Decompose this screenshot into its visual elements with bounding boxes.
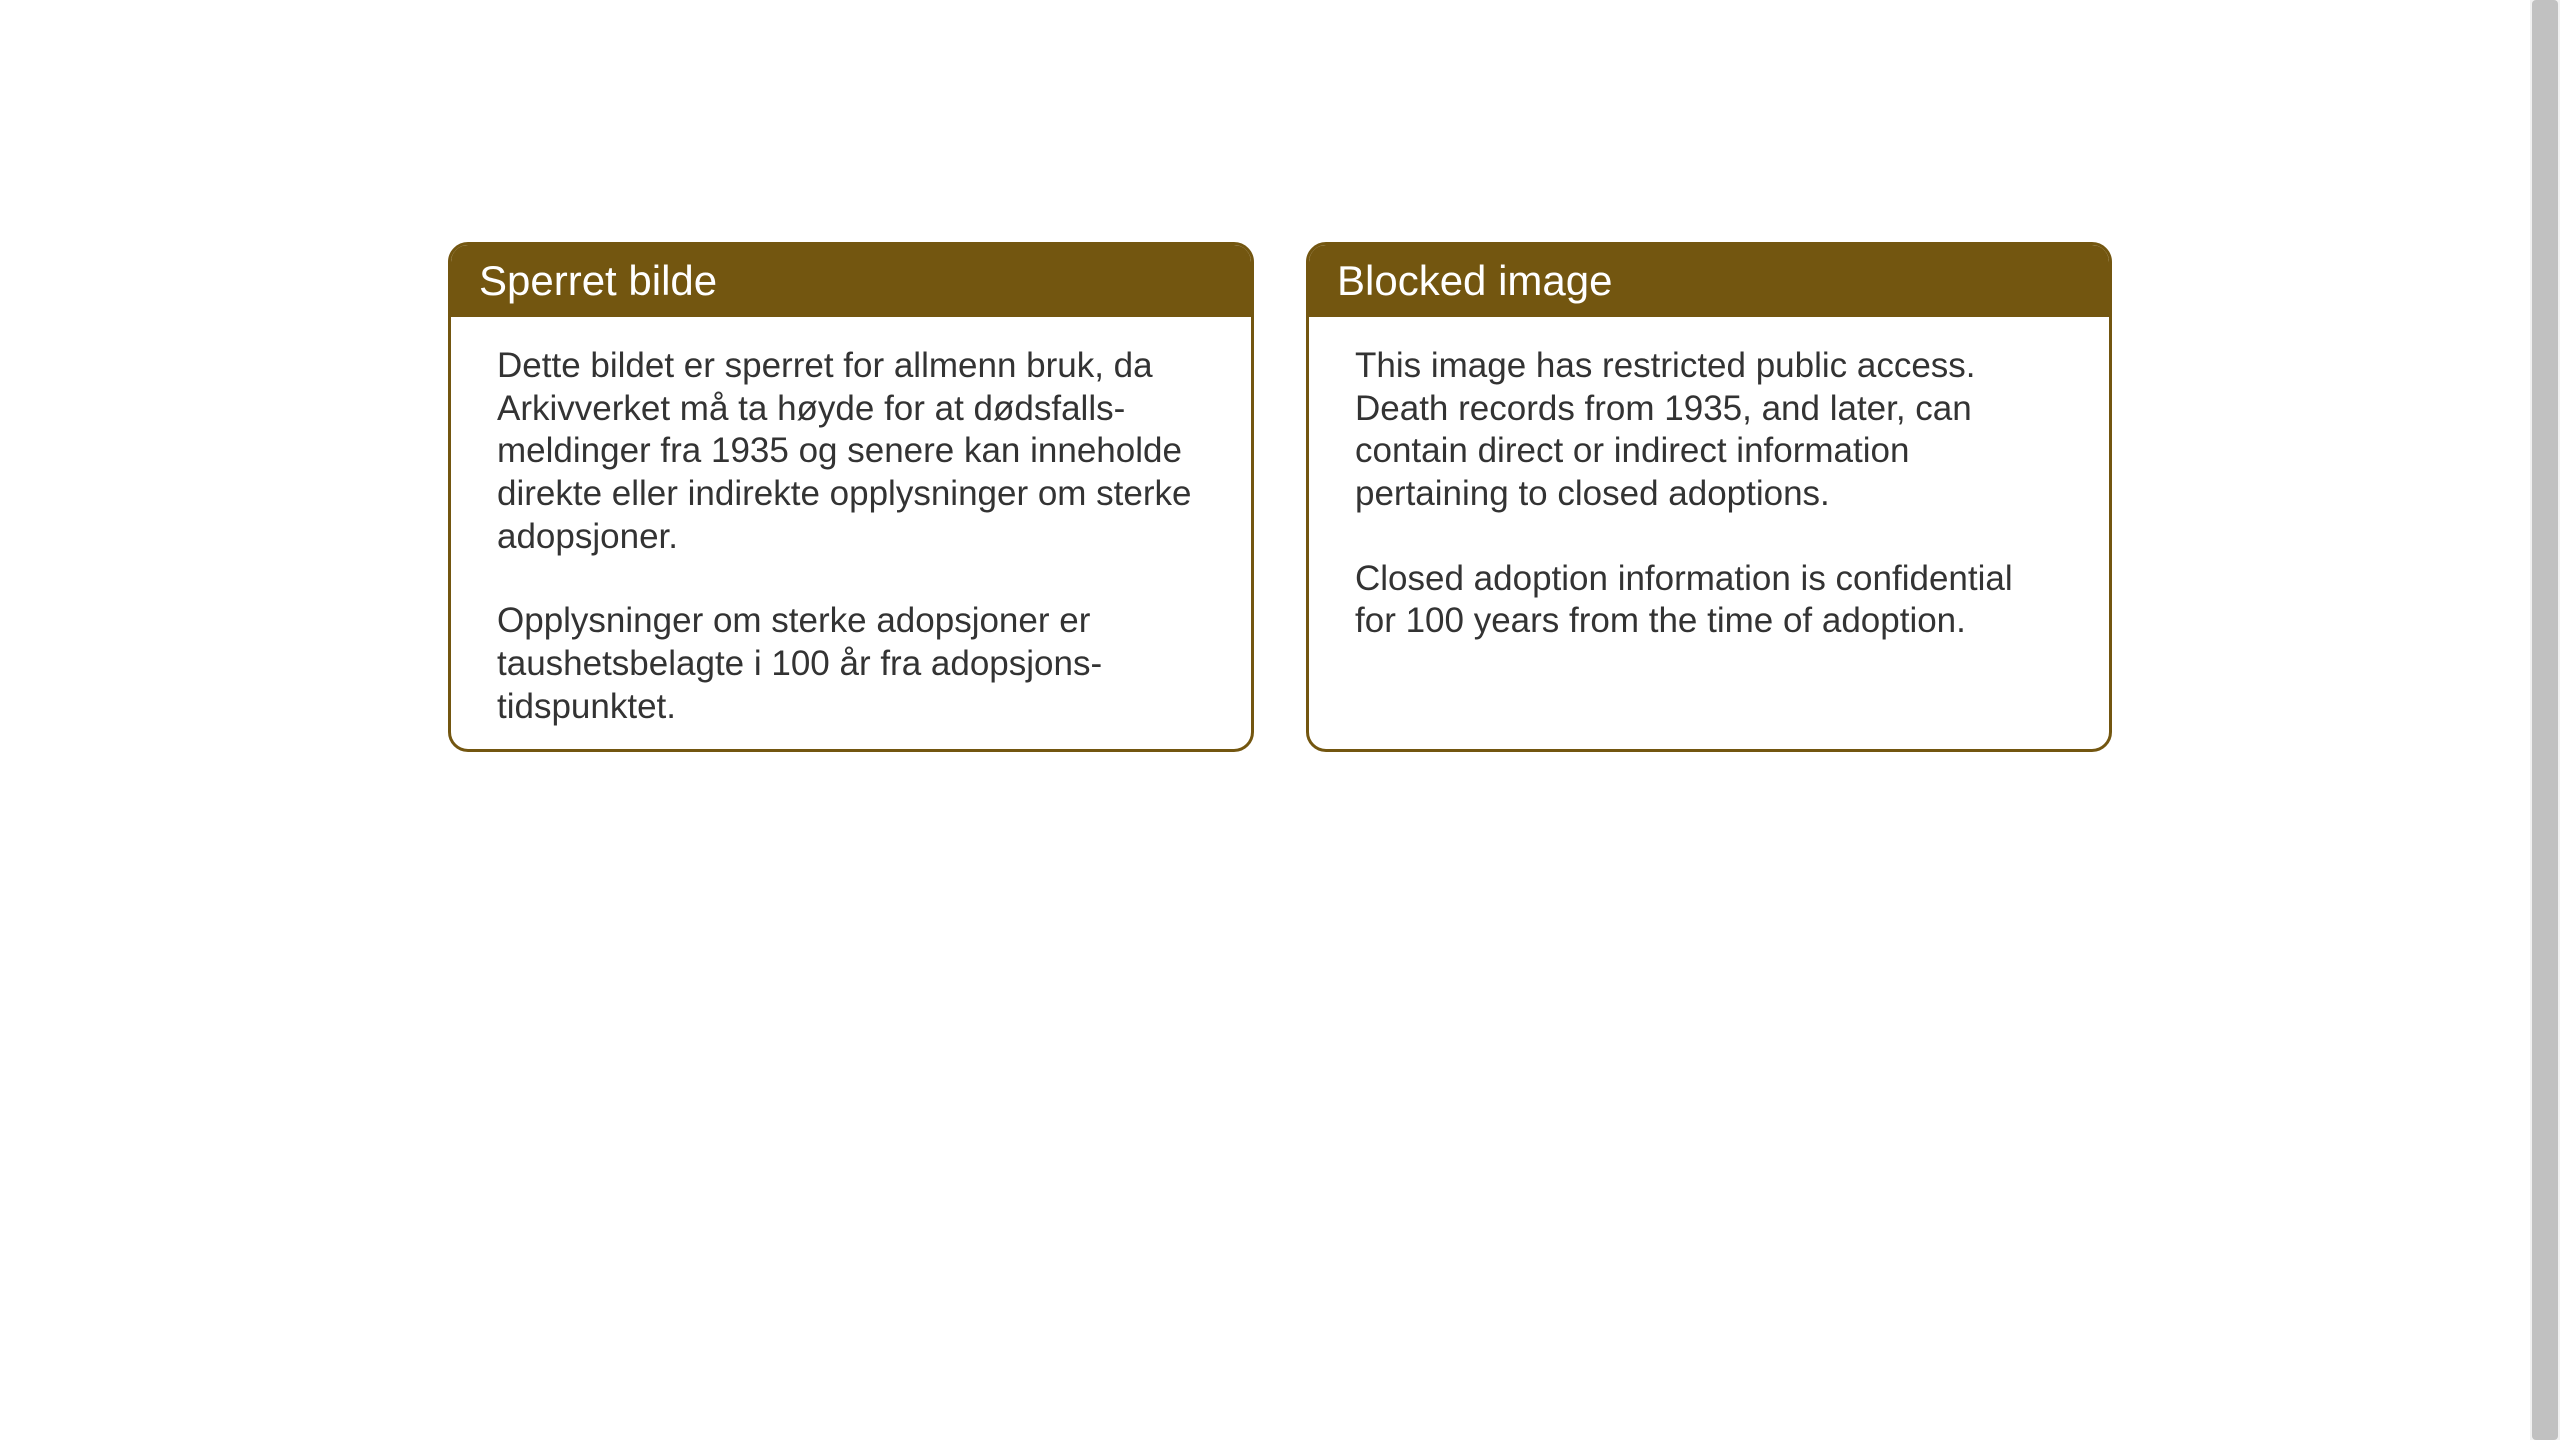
norwegian-card-body: Dette bildet er sperret for allmenn bruk… [451, 317, 1251, 752]
norwegian-card-header: Sperret bilde [451, 245, 1251, 317]
english-card: Blocked image This image has restricted … [1306, 242, 2112, 752]
scrollbar-track[interactable] [2530, 0, 2560, 1440]
scrollbar-thumb[interactable] [2532, 0, 2558, 1440]
english-card-body: This image has restricted public access.… [1309, 317, 2109, 671]
norwegian-paragraph-2: Opplysninger om sterke adopsjoner er tau… [497, 600, 1205, 728]
english-card-header: Blocked image [1309, 245, 2109, 317]
cards-container: Sperret bilde Dette bildet er sperret fo… [448, 242, 2112, 752]
norwegian-paragraph-1: Dette bildet er sperret for allmenn bruk… [497, 345, 1205, 558]
english-card-title: Blocked image [1337, 257, 1612, 304]
english-paragraph-1: This image has restricted public access.… [1355, 345, 2063, 516]
norwegian-card-title: Sperret bilde [479, 257, 717, 304]
english-paragraph-2: Closed adoption information is confident… [1355, 558, 2063, 643]
norwegian-card: Sperret bilde Dette bildet er sperret fo… [448, 242, 1254, 752]
